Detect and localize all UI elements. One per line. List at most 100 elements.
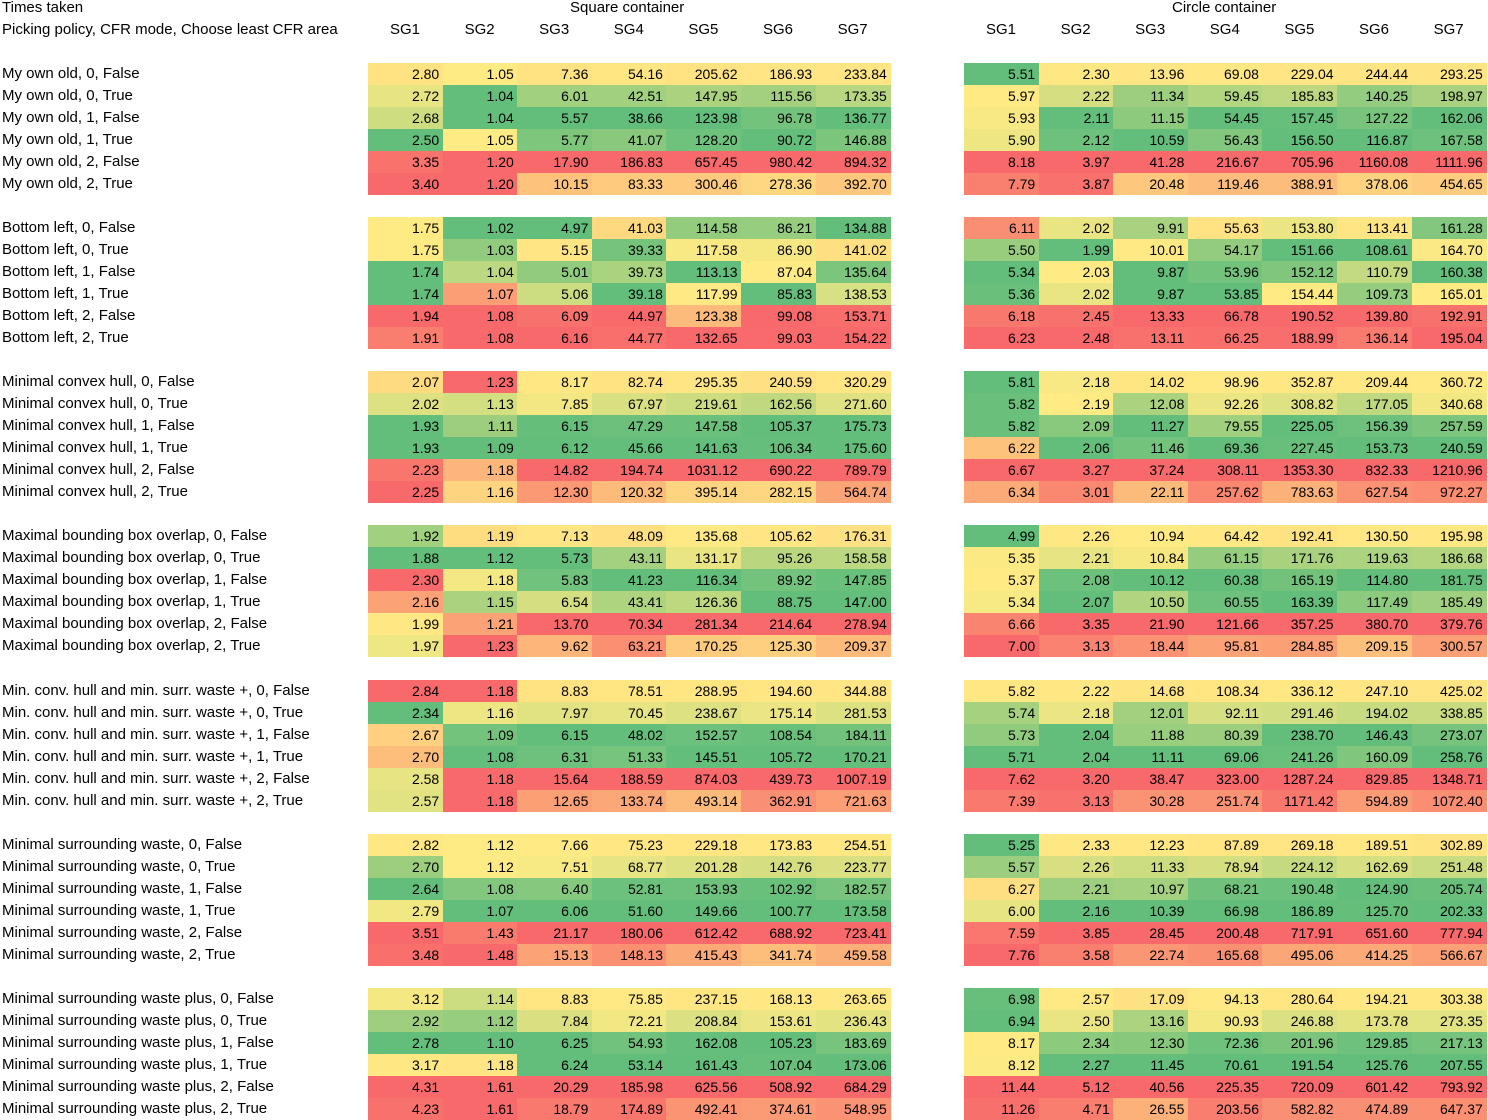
- square-cell-sg1[interactable]: 2.82: [368, 834, 444, 856]
- square-cell-sg3[interactable]: 7.51: [517, 856, 593, 878]
- square-cell-sg5[interactable]: 141.63: [666, 437, 742, 459]
- circle-cell-sg1[interactable]: 5.82: [964, 393, 1040, 415]
- circle-cell-sg1[interactable]: 6.11: [964, 217, 1040, 239]
- square-cell-sg4[interactable]: 43.11: [591, 547, 667, 569]
- square-cell-sg5[interactable]: 208.84: [666, 1010, 742, 1032]
- circle-cell-sg4[interactable]: 53.96: [1187, 261, 1263, 283]
- square-cell-sg5[interactable]: 149.66: [666, 900, 742, 922]
- circle-cell-sg5[interactable]: 269.18: [1262, 834, 1338, 856]
- square-cell-sg3[interactable]: 5.77: [517, 129, 593, 151]
- square-cell-sg4[interactable]: 39.73: [591, 261, 667, 283]
- circle-cell-sg2[interactable]: 2.02: [1038, 283, 1114, 305]
- square-cell-sg3[interactable]: 8.83: [517, 680, 593, 702]
- square-cell-sg1[interactable]: 2.84: [368, 680, 444, 702]
- square-cell-sg3[interactable]: 21.17: [517, 922, 593, 944]
- circle-cell-sg7[interactable]: 217.13: [1411, 1032, 1487, 1054]
- circle-cell-sg5[interactable]: 201.96: [1262, 1032, 1338, 1054]
- square-cell-sg5[interactable]: 874.03: [666, 768, 742, 790]
- circle-cell-sg2[interactable]: 2.04: [1038, 746, 1114, 768]
- square-cell-sg5[interactable]: 123.38: [666, 305, 742, 327]
- circle-cell-sg2[interactable]: 3.35: [1038, 613, 1114, 635]
- circle-cell-sg5[interactable]: 783.63: [1262, 481, 1338, 503]
- square-cell-sg7[interactable]: 564.74: [815, 481, 891, 503]
- square-cell-sg4[interactable]: 43.41: [591, 591, 667, 613]
- square-cell-sg6[interactable]: 173.83: [741, 834, 817, 856]
- square-cell-sg4[interactable]: 39.18: [591, 283, 667, 305]
- square-cell-sg4[interactable]: 54.93: [591, 1032, 667, 1054]
- circle-cell-sg1[interactable]: 7.39: [964, 790, 1040, 812]
- circle-cell-sg1[interactable]: 5.97: [964, 85, 1040, 107]
- circle-cell-sg5[interactable]: 224.12: [1262, 856, 1338, 878]
- square-cell-sg7[interactable]: 182.57: [815, 878, 891, 900]
- circle-cell-sg3[interactable]: 11.11: [1113, 746, 1189, 768]
- square-cell-sg7[interactable]: 176.31: [815, 525, 891, 547]
- square-cell-sg2[interactable]: 1.08: [442, 878, 518, 900]
- circle-cell-sg5[interactable]: 225.05: [1262, 415, 1338, 437]
- circle-cell-sg7[interactable]: 192.91: [1411, 305, 1487, 327]
- circle-cell-sg7[interactable]: 186.68: [1411, 547, 1487, 569]
- circle-cell-sg7[interactable]: 167.58: [1411, 129, 1487, 151]
- square-cell-sg2[interactable]: 1.08: [442, 305, 518, 327]
- circle-cell-sg2[interactable]: 3.97: [1038, 151, 1114, 173]
- circle-cell-sg5[interactable]: 151.66: [1262, 239, 1338, 261]
- circle-cell-sg3[interactable]: 10.39: [1113, 900, 1189, 922]
- circle-cell-sg2[interactable]: 3.85: [1038, 922, 1114, 944]
- circle-cell-sg7[interactable]: 1072.40: [1411, 790, 1487, 812]
- circle-cell-sg5[interactable]: 582.82: [1262, 1098, 1338, 1120]
- square-cell-sg7[interactable]: 548.95: [815, 1098, 891, 1120]
- circle-cell-sg6[interactable]: 173.78: [1337, 1010, 1413, 1032]
- circle-cell-sg4[interactable]: 66.25: [1187, 327, 1263, 349]
- circle-cell-sg2[interactable]: 2.18: [1038, 702, 1114, 724]
- square-cell-sg2[interactable]: 1.23: [442, 371, 518, 393]
- square-cell-sg3[interactable]: 20.29: [517, 1076, 593, 1098]
- square-cell-sg7[interactable]: 184.11: [815, 724, 891, 746]
- circle-cell-sg3[interactable]: 11.45: [1113, 1054, 1189, 1076]
- square-cell-sg3[interactable]: 6.01: [517, 85, 593, 107]
- square-cell-sg2[interactable]: 1.61: [442, 1076, 518, 1098]
- circle-cell-sg1[interactable]: 5.37: [964, 569, 1040, 591]
- square-cell-sg1[interactable]: 2.02: [368, 393, 444, 415]
- circle-cell-sg1[interactable]: 5.34: [964, 261, 1040, 283]
- square-cell-sg5[interactable]: 492.41: [666, 1098, 742, 1120]
- square-cell-sg4[interactable]: 185.98: [591, 1076, 667, 1098]
- square-cell-sg1[interactable]: 2.57: [368, 790, 444, 812]
- square-cell-sg5[interactable]: 161.43: [666, 1054, 742, 1076]
- circle-cell-sg7[interactable]: 360.72: [1411, 371, 1487, 393]
- circle-cell-sg1[interactable]: 6.27: [964, 878, 1040, 900]
- circle-cell-sg7[interactable]: 972.27: [1411, 481, 1487, 503]
- circle-cell-sg7[interactable]: 1210.96: [1411, 459, 1487, 481]
- square-cell-sg3[interactable]: 7.36: [517, 63, 593, 85]
- square-cell-sg2[interactable]: 1.05: [442, 129, 518, 151]
- circle-cell-sg3[interactable]: 37.24: [1113, 459, 1189, 481]
- square-cell-sg2[interactable]: 1.09: [442, 437, 518, 459]
- square-cell-sg3[interactable]: 6.15: [517, 724, 593, 746]
- circle-cell-sg1[interactable]: 5.90: [964, 129, 1040, 151]
- square-cell-sg4[interactable]: 63.21: [591, 635, 667, 657]
- circle-cell-sg3[interactable]: 10.84: [1113, 547, 1189, 569]
- square-cell-sg1[interactable]: 3.35: [368, 151, 444, 173]
- square-cell-sg7[interactable]: 344.88: [815, 680, 891, 702]
- square-cell-sg2[interactable]: 1.48: [442, 944, 518, 966]
- square-cell-sg6[interactable]: 102.92: [741, 878, 817, 900]
- circle-cell-sg4[interactable]: 60.38: [1187, 569, 1263, 591]
- circle-cell-sg3[interactable]: 41.28: [1113, 151, 1189, 173]
- square-cell-sg2[interactable]: 1.13: [442, 393, 518, 415]
- square-cell-sg4[interactable]: 72.21: [591, 1010, 667, 1032]
- square-cell-sg7[interactable]: 789.79: [815, 459, 891, 481]
- square-cell-sg1[interactable]: 1.75: [368, 239, 444, 261]
- circle-cell-sg7[interactable]: 181.75: [1411, 569, 1487, 591]
- circle-cell-sg7[interactable]: 198.97: [1411, 85, 1487, 107]
- square-cell-sg6[interactable]: 362.91: [741, 790, 817, 812]
- square-cell-sg2[interactable]: 1.19: [442, 525, 518, 547]
- square-cell-sg7[interactable]: 209.37: [815, 635, 891, 657]
- square-cell-sg7[interactable]: 175.60: [815, 437, 891, 459]
- circle-cell-sg6[interactable]: 189.51: [1337, 834, 1413, 856]
- square-cell-sg2[interactable]: 1.16: [442, 481, 518, 503]
- circle-cell-sg2[interactable]: 3.13: [1038, 790, 1114, 812]
- square-cell-sg5[interactable]: 281.34: [666, 613, 742, 635]
- square-cell-sg1[interactable]: 3.51: [368, 922, 444, 944]
- circle-cell-sg1[interactable]: 6.22: [964, 437, 1040, 459]
- circle-cell-sg5[interactable]: 246.88: [1262, 1010, 1338, 1032]
- circle-cell-sg6[interactable]: 162.69: [1337, 856, 1413, 878]
- circle-cell-sg5[interactable]: 308.82: [1262, 393, 1338, 415]
